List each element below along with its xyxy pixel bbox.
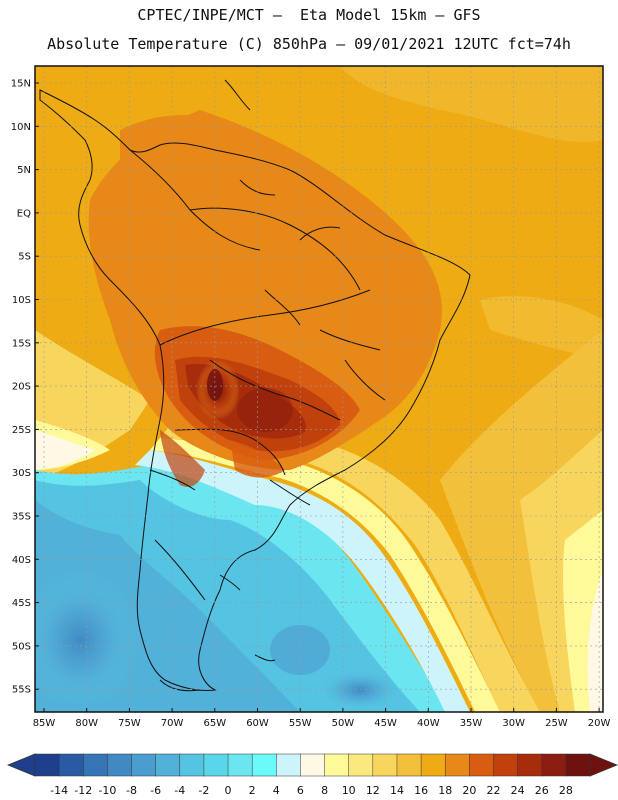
lon-label: 50W <box>332 718 355 729</box>
lon-label: 25W <box>545 718 568 729</box>
colorbar-arrow-left <box>6 753 36 777</box>
colorbar-label: 16 <box>414 784 428 797</box>
lat-label: 55S <box>12 685 31 696</box>
colorbar-label: -12 <box>74 784 92 797</box>
lat-label: 45S <box>12 598 31 609</box>
lat-label: 50S <box>12 641 31 652</box>
colorbar-label: 22 <box>486 784 500 797</box>
colorbar-label: 20 <box>462 784 476 797</box>
colorbar-swatch <box>300 753 326 777</box>
lon-label: 40W <box>417 718 440 729</box>
colorbar-label: 6 <box>297 784 304 797</box>
lon-label: 45W <box>374 718 397 729</box>
colorbar-label: -6 <box>150 784 161 797</box>
colorbar-swatch <box>420 753 446 777</box>
colorbar-swatch <box>444 753 471 777</box>
chart-subtitle: Absolute Temperature (C) 850hPa – 09/01/… <box>47 35 571 53</box>
lat-label: 10S <box>12 295 31 306</box>
colorbar-swatch <box>107 753 133 777</box>
lat-label: 25S <box>12 425 31 436</box>
lat-label: 15S <box>12 338 31 349</box>
chart-title: CPTEC/INPE/MCT – Eta Model 15km – GFS <box>137 6 481 24</box>
colorbar-label: -14 <box>50 784 68 797</box>
colorbar: -14 -12 -10 -8 -6 -4 -2 0 2 4 6 8 10 12 14 16 18 20 22 24 26… <box>6 753 618 797</box>
coastlines <box>39 79 471 692</box>
lat-label: EQ <box>17 208 31 219</box>
lon-label: 55W <box>289 718 312 729</box>
colorbar-swatch <box>227 753 253 777</box>
colorbar-swatch <box>276 753 302 777</box>
colorbar-swatch <box>348 753 374 777</box>
colorbar-arrow-right <box>589 753 618 777</box>
temperature-field <box>35 66 603 712</box>
colorbar-label: -4 <box>174 784 185 797</box>
colorbar-label: 24 <box>511 784 525 797</box>
colorbar-swatch <box>203 753 229 777</box>
colorbar-label: 0 <box>225 784 232 797</box>
colorbar-swatch <box>493 753 519 777</box>
colorbar-swatch <box>251 753 278 777</box>
colorbar-label: 26 <box>535 784 549 797</box>
colorbar-swatch <box>83 753 109 777</box>
colorbar-swatch <box>58 753 85 777</box>
colorbar-swatch <box>396 753 422 777</box>
colorbar-swatch <box>131 753 157 777</box>
lat-label: 40S <box>12 555 31 566</box>
lon-label: 20W <box>588 718 611 729</box>
lon-label: 70W <box>161 718 184 729</box>
colorbar-label: 4 <box>273 784 280 797</box>
colorbar-label: -8 <box>126 784 137 797</box>
colorbar-swatch <box>469 753 495 777</box>
lon-label: 35W <box>460 718 483 729</box>
colorbar-swatch <box>34 753 60 777</box>
lon-label: 75W <box>118 718 141 729</box>
colorbar-swatch <box>155 753 181 777</box>
latitude-labels: 15N 10N 5N EQ 5S 10S 15S 20S 25S 30S 35S 40S 45S 50S 5… <box>11 79 39 696</box>
colorbar-label: 8 <box>321 784 328 797</box>
colorbar-label: 12 <box>366 784 380 797</box>
lon-label: 60W <box>246 718 269 729</box>
colorbar-swatch <box>179 753 205 777</box>
colorbar-label: 28 <box>559 784 573 797</box>
colorbar-swatch <box>372 753 398 777</box>
lon-label: 65W <box>203 718 226 729</box>
lat-label: 10N <box>11 122 31 133</box>
lon-label: 30W <box>502 718 525 729</box>
colorbar-swatch <box>541 753 567 777</box>
lon-label: 85W <box>33 718 56 729</box>
colorbar-swatch <box>517 753 543 777</box>
lon-label: 80W <box>75 718 98 729</box>
lat-label: 35S <box>12 512 31 523</box>
colorbar-label: 10 <box>342 784 356 797</box>
colorbar-label: 18 <box>438 784 452 797</box>
longitude-labels: 85W 80W 75W 70W 65W 60W 55W 50W 45W 40W 35W 30W 25W 2… <box>33 708 611 729</box>
colorbar-label: 2 <box>249 784 256 797</box>
lat-label: 5N <box>17 165 31 176</box>
colorbar-label: 14 <box>390 784 404 797</box>
colorbar-label: -2 <box>198 784 209 797</box>
lat-label: 5S <box>18 252 31 263</box>
colorbar-swatch <box>324 753 350 777</box>
map-border <box>34 65 604 713</box>
colorbar-label: -10 <box>98 784 116 797</box>
lat-label: 15N <box>11 79 31 90</box>
lat-label: 20S <box>12 382 31 393</box>
lat-label: 30S <box>12 468 31 479</box>
colorbar-swatch <box>565 753 591 777</box>
